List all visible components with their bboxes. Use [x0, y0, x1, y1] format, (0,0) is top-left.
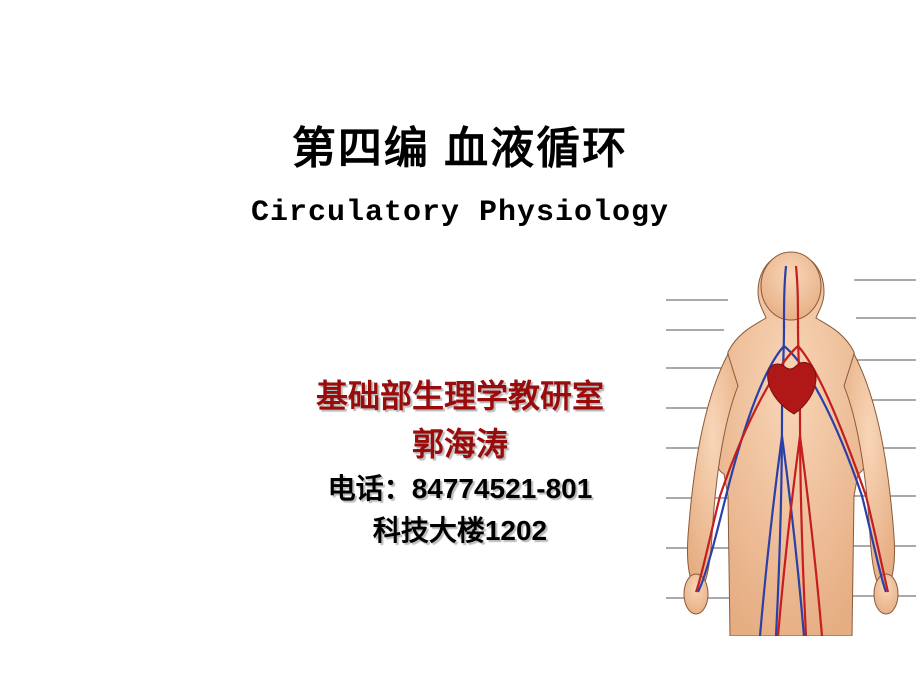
phone-number: 84774521-801 — [412, 473, 593, 504]
title-chinese: 第四编 血液循环 — [0, 112, 920, 176]
hand-left — [684, 574, 708, 614]
title-english: Circulatory Physiology — [0, 196, 920, 230]
phone-label: 电话： — [328, 473, 412, 504]
head — [761, 252, 821, 320]
anatomy-figure — [666, 236, 916, 636]
slide: 第四编 血液循环 Circulatory Physiology 基础部生理学教研… — [0, 0, 920, 690]
